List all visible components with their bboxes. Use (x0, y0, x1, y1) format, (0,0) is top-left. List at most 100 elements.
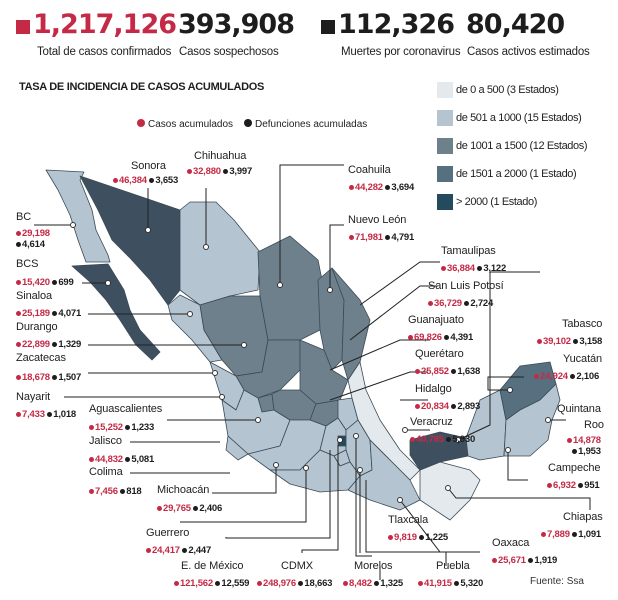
deaths-dot-icon (244, 118, 252, 127)
deaths-tabasco: 3,158 (573, 336, 602, 347)
values-queretaro: 25,852 1,638 (415, 366, 480, 377)
state-durango (199, 295, 269, 377)
label-bc: BC (16, 211, 32, 223)
values-tabasco: 39,102 3,158 (537, 336, 602, 347)
label-queretaro: Querétaro (415, 348, 464, 360)
state-coahuila (257, 235, 327, 341)
cases-yucatan: 24,924 (534, 371, 568, 382)
cases-oaxaca: 25,671 (492, 555, 526, 566)
deaths-hidalgo: 2,893 (451, 401, 480, 412)
label-quintana-roo-2: Roo (584, 419, 604, 431)
label-chihuahua: Chihuahua (194, 150, 247, 162)
deaths-quintana-roo: 1,953 (572, 446, 601, 457)
deaths-queretaro: 1,638 (451, 366, 480, 377)
label-veracruz: Veracruz (410, 416, 453, 428)
deaths-tlaxcala: 1,225 (419, 532, 448, 543)
label-hidalgo: Hidalgo (415, 383, 452, 395)
cases-michoacan: 29,765 (157, 503, 191, 514)
scale-swatch-2 (437, 138, 453, 154)
deaths-value: 112,326 (338, 9, 455, 40)
scale-label-0: de 0 a 500 (3 Estados) (456, 84, 559, 96)
deaths-michoacan: 2,406 (193, 503, 222, 514)
cases-marker (16, 20, 30, 34)
cases-campeche: 6,932 (547, 480, 576, 491)
deaths-label: Muertes por coronavirus (341, 46, 461, 58)
values-tamaulipas: 36,884 3,122 (441, 263, 506, 274)
scale-label-1: de 501 a 1000 (15 Estados) (456, 112, 582, 124)
deaths-aguascalientes: 1,233 (125, 422, 154, 433)
deaths-guerrero: 2,447 (182, 545, 211, 556)
values-hidalgo: 20,834 2,893 (415, 401, 480, 412)
label-oaxaca: Oaxaca (492, 537, 530, 549)
values-guerrero: 24,417 2,447 (146, 545, 211, 556)
label-michoacan: Michoacán (157, 484, 210, 496)
values-jalisco: 44,832 5,081 (89, 454, 154, 465)
label-coahuila: Coahuila (348, 164, 391, 176)
label-nayarit: Nayarit (16, 391, 51, 403)
deaths-chihuahua: 3,997 (223, 166, 252, 177)
cases-aguascalientes: 15,252 (89, 422, 123, 433)
legend-cases: Casos acumulados (137, 114, 233, 132)
label-sonora: Sonora (131, 160, 166, 172)
scale-swatch-0 (437, 82, 453, 98)
deaths-guanajuato: 4,391 (444, 332, 473, 343)
cases-colima: 7,456 (89, 486, 118, 497)
label-tabasco: Tabasco (562, 318, 603, 330)
label-cdmx: CDMX (281, 560, 313, 572)
values-coahuila: 44,282 3,694 (349, 182, 414, 193)
cases-tlaxcala: 9,819 (388, 532, 417, 543)
legend-cases-label: Casos acumulados (148, 119, 234, 130)
values-colima: 7,456 818 (89, 486, 142, 497)
cases-guanajuato: 69,826 (408, 332, 442, 343)
label-campeche: Campeche (548, 462, 601, 474)
state-bcs (71, 263, 161, 361)
legend-deaths: Defunciones acumuladas (244, 114, 367, 132)
cases-chihuahua: 32,880 (187, 166, 221, 177)
cases-edomex: 121,562 (174, 578, 213, 589)
values-puebla: 41,915 5,320 (418, 578, 483, 589)
cases-quintana-roo: 14,878 (567, 435, 601, 446)
values-zacatecas: 18,678 1,507 (16, 372, 81, 383)
label-sinaloa: Sinaloa (16, 290, 52, 302)
cases-cdmx: 248,976 (257, 578, 296, 589)
label-aguascalientes: Aguascalientes (89, 403, 163, 415)
cases-nayarit: 7,433 (16, 409, 45, 420)
deaths-campeche: 951 (578, 480, 599, 491)
values-campeche: 6,932 951 (547, 480, 600, 491)
cases-coahuila: 44,282 (349, 182, 383, 193)
values-sonora: 46,384 3,653 (113, 175, 178, 186)
cases-guerrero: 24,417 (146, 545, 180, 556)
source-note: Fuente: Ssa (530, 576, 584, 587)
total-confirmed-value: 1,217,126 (33, 9, 177, 40)
cases-tamaulipas: 36,884 (441, 263, 475, 274)
label-tlaxcala: Tlaxcala (388, 514, 429, 526)
deaths-bc: 4,614 (16, 239, 45, 250)
values-aguascalientes: 15,252 1,233 (89, 422, 154, 433)
cases-zacatecas: 18,678 (16, 372, 50, 383)
state-qroo (503, 383, 561, 457)
deaths-tamaulipas: 3,122 (477, 263, 506, 274)
deaths-coahuila: 3,694 (385, 182, 414, 193)
values-morelos: 8,482 1,325 (343, 578, 403, 589)
label-chiapas: Chiapas (563, 511, 603, 523)
map-title: TASA DE INCIDENCIA DE CASOS ACUMULADOS (19, 81, 265, 93)
state-colima (225, 435, 249, 461)
label-tamaulipas: Tamaulipas (441, 245, 496, 257)
values-cdmx: 248,976 18,663 (257, 578, 332, 589)
deaths-chiapas: 1,091 (572, 529, 601, 540)
scale-label-4: > 2000 (1 Estado) (456, 196, 537, 208)
values-quintana-roo: 14,878 1,953 (567, 435, 601, 457)
label-bcs: BCS (16, 258, 39, 270)
values-guanajuato: 69,826 4,391 (408, 332, 473, 343)
deaths-nuevo-leon: 4,791 (385, 232, 414, 243)
deaths-morelos: 1,325 (374, 578, 403, 589)
values-veracruz: 40,785 5,930 (410, 434, 475, 445)
label-slp: San Luis Potosí (428, 280, 504, 292)
deaths-sinaloa: 4,071 (52, 308, 81, 319)
cases-dot-icon (137, 118, 145, 127)
values-nayarit: 7,433 1,018 (16, 409, 76, 420)
state-chihuahua (179, 201, 261, 306)
total-confirmed-label: Total de casos confirmados (37, 46, 172, 58)
active-label: Casos activos estimados (467, 46, 590, 58)
